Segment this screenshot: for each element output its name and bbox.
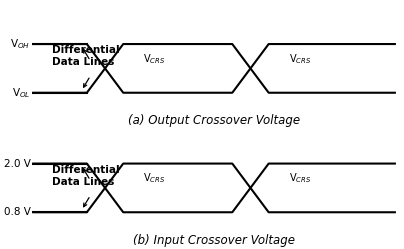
Text: V$_{CRS}$: V$_{CRS}$ (288, 52, 311, 66)
Text: V$_{OL}$: V$_{OL}$ (12, 86, 31, 100)
Text: 2.0 V: 2.0 V (4, 159, 31, 169)
Text: (b) Input Crossover Voltage: (b) Input Crossover Voltage (133, 234, 295, 247)
Text: (a) Output Crossover Voltage: (a) Output Crossover Voltage (128, 114, 300, 127)
Text: Differential
Data Lines: Differential Data Lines (53, 165, 120, 187)
Text: V$_{CRS}$: V$_{CRS}$ (143, 52, 166, 66)
Text: V$_{CRS}$: V$_{CRS}$ (143, 172, 166, 186)
Text: Differential
Data Lines: Differential Data Lines (53, 45, 120, 67)
Text: V$_{CRS}$: V$_{CRS}$ (288, 172, 311, 186)
Text: V$_{OH}$: V$_{OH}$ (11, 37, 31, 51)
Text: 0.8 V: 0.8 V (4, 207, 31, 217)
